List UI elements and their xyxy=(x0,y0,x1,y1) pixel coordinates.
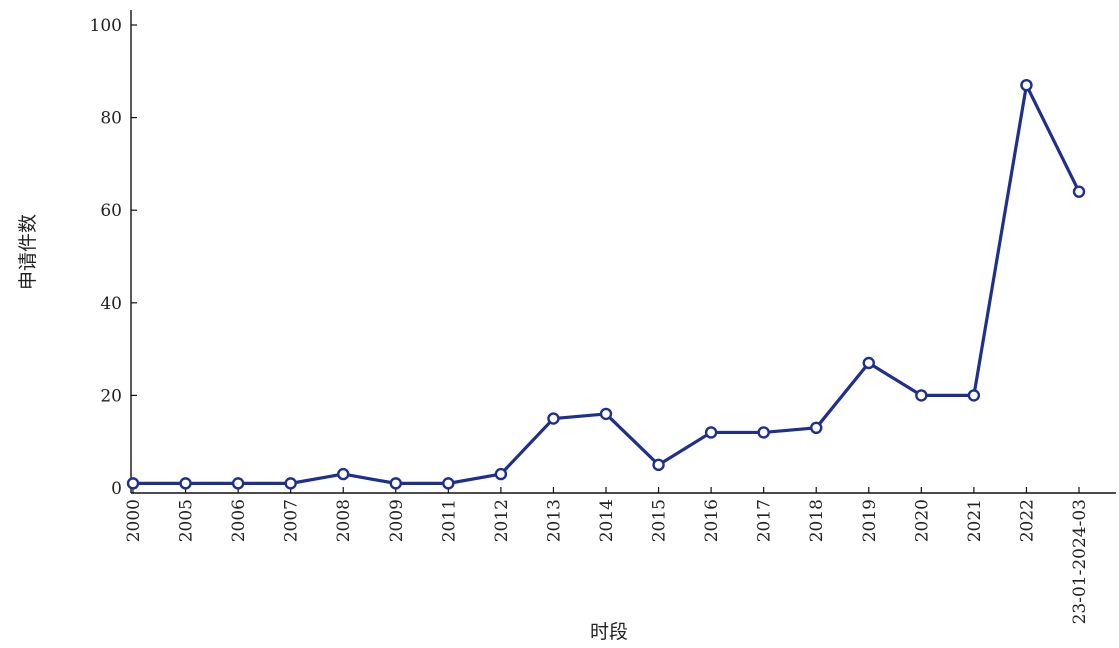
y-tick-label: 100 xyxy=(90,16,122,36)
y-ticks: 0 20 40 60 80 100 xyxy=(90,16,137,499)
x-tick-label: 2013 xyxy=(544,499,564,542)
x-tick-label: 2007 xyxy=(282,499,302,542)
data-point xyxy=(389,477,402,490)
y-tick-label: 20 xyxy=(100,386,122,406)
x-axis-title: 时段 xyxy=(590,621,628,643)
data-point xyxy=(915,389,928,402)
x-tick-label: 2012 xyxy=(492,499,512,542)
x-tick-label: 2018 xyxy=(807,499,827,542)
x-tick-label: 2006 xyxy=(229,499,249,542)
x-tick-label: 2016 xyxy=(702,499,722,542)
data-point xyxy=(284,477,297,490)
data-point xyxy=(442,477,455,490)
x-ticks: 2000 2005 2006 2007 2008 2009 2011 2012 2013 2014… xyxy=(124,487,1090,624)
y-tick-label: 0 xyxy=(111,479,122,499)
x-tick-label: 2000 xyxy=(124,499,144,542)
x-tick-label: 2017 xyxy=(755,499,775,542)
series-line xyxy=(131,83,1081,485)
data-point xyxy=(337,467,350,481)
x-tick-label: 2011 xyxy=(439,499,459,542)
data-point xyxy=(599,407,613,421)
x-tick-label: 2005 xyxy=(177,499,197,542)
y-tick-label: 40 xyxy=(100,294,122,314)
x-tick-label: 2022 xyxy=(1017,499,1037,542)
data-point xyxy=(1020,78,1033,92)
x-tick-label: 23-01-2024-03 xyxy=(1070,499,1090,624)
data-point xyxy=(494,467,508,481)
x-tick-label: 2019 xyxy=(860,499,880,542)
data-point xyxy=(704,426,718,439)
y-tick-label: 80 xyxy=(100,109,122,129)
series xyxy=(126,78,1086,490)
y-axis-title: 申请件数 xyxy=(17,214,39,290)
data-point xyxy=(179,477,192,490)
data-point xyxy=(126,477,140,490)
y-tick-label: 60 xyxy=(100,201,122,221)
data-point xyxy=(757,426,770,439)
x-tick-label: 2021 xyxy=(965,499,985,542)
x-tick-label: 2020 xyxy=(912,499,932,542)
data-point xyxy=(967,389,981,402)
data-point xyxy=(862,356,875,370)
data-point xyxy=(652,458,665,472)
data-point xyxy=(1072,185,1086,198)
data-point xyxy=(231,477,245,490)
axes xyxy=(130,10,1116,494)
x-tick-label: 2009 xyxy=(387,499,407,542)
data-point xyxy=(810,421,823,435)
data-point xyxy=(547,412,560,425)
x-tick-label: 2014 xyxy=(597,499,617,542)
x-tick-label: 2015 xyxy=(650,499,670,542)
x-tick-label: 2008 xyxy=(334,499,354,542)
